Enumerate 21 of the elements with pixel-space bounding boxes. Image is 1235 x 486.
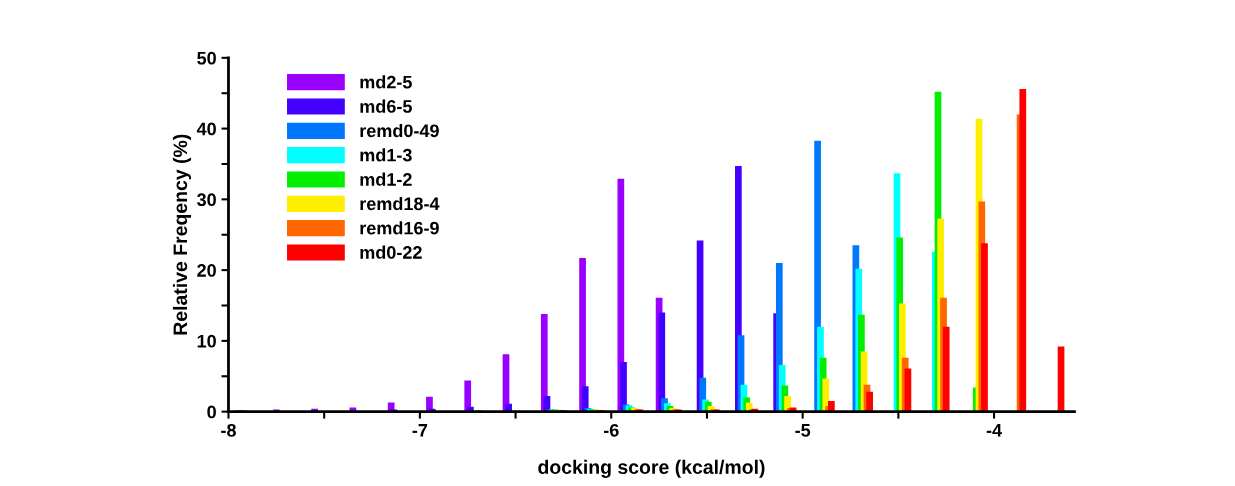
y-tick-label: 30 — [197, 193, 216, 207]
x-tick-label: -5 — [795, 424, 811, 437]
y-tick-label: 20 — [197, 264, 216, 277]
x-tick-label: -4 — [986, 424, 1002, 437]
legend-label: remd0-49 — [360, 123, 439, 138]
y-axis-title: Relative Freqency (%) — [172, 134, 192, 335]
y-tick-label: 10 — [197, 334, 216, 348]
y-tick-label: 50 — [197, 51, 216, 65]
y-tick-label: 0 — [207, 405, 216, 419]
legend-label: md0-22 — [360, 245, 422, 259]
x-tick-label: -6 — [603, 423, 619, 437]
x-tick-label: -7 — [412, 424, 428, 437]
legend-label: remd16-9 — [360, 221, 439, 235]
legend-label: md1-3 — [360, 148, 412, 162]
y-tick-label: 40 — [196, 122, 216, 136]
x-tick-label: -8 — [221, 423, 236, 437]
legend-label: remd18-4 — [360, 196, 440, 211]
legend-label: md1-2 — [360, 172, 412, 186]
legend-label: md6-5 — [360, 99, 412, 113]
x-axis-title: docking score (kcal/mol) — [538, 459, 765, 478]
legend-label: md2-5 — [360, 75, 412, 89]
